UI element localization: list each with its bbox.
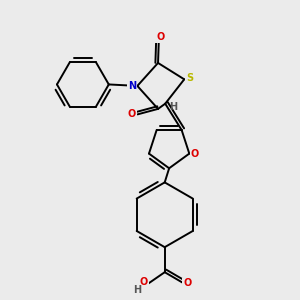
Text: O: O bbox=[183, 278, 191, 288]
Text: N: N bbox=[128, 81, 136, 91]
Text: H: H bbox=[133, 285, 141, 295]
Text: O: O bbox=[140, 277, 148, 287]
Text: O: O bbox=[156, 32, 164, 42]
Text: S: S bbox=[186, 73, 193, 83]
Text: O: O bbox=[190, 148, 199, 159]
Text: H: H bbox=[169, 102, 178, 112]
Text: O: O bbox=[128, 110, 136, 119]
